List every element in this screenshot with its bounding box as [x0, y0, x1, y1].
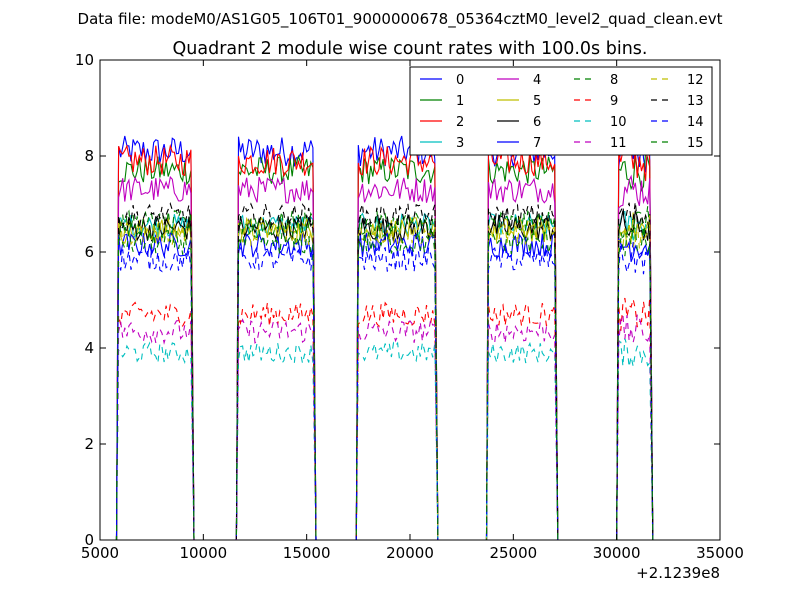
series-line-6 — [114, 210, 654, 540]
legend-label-12: 12 — [687, 73, 704, 88]
y-tick-label: 10 — [75, 51, 94, 69]
series-line-13 — [114, 201, 654, 540]
x-tick-label: 25000 — [489, 544, 537, 562]
series-line-14 — [114, 241, 654, 540]
x-tick-label: 35000 — [696, 544, 744, 562]
x-tick-label: 30000 — [593, 544, 641, 562]
legend-label-11: 11 — [610, 136, 627, 151]
x-tick-label: 10000 — [179, 544, 227, 562]
legend-label-15: 15 — [687, 136, 704, 151]
series-layer — [114, 130, 654, 540]
series-line-0 — [114, 130, 654, 540]
legend-label-1: 1 — [456, 94, 464, 109]
chart-title: Quadrant 2 module wise count rates with … — [173, 39, 648, 59]
legend-label-10: 10 — [610, 115, 627, 130]
legend-label-5: 5 — [533, 94, 541, 109]
legend-label-3: 3 — [456, 136, 464, 151]
series-line-7 — [114, 232, 654, 540]
series-line-2 — [114, 140, 654, 540]
series-line-8 — [114, 206, 654, 540]
series-line-3 — [114, 210, 654, 540]
legend-label-7: 7 — [533, 136, 541, 151]
x-tick-label: 15000 — [283, 544, 331, 562]
x-offset-label: +2.1239e8 — [636, 564, 720, 582]
series-line-4 — [114, 174, 654, 540]
legend-label-8: 8 — [610, 73, 618, 88]
legend-frame — [409, 66, 713, 156]
series-line-15 — [114, 223, 654, 540]
series-line-10 — [114, 338, 654, 540]
suptitle: Data file: modeM0/AS1G05_106T01_90000006… — [78, 10, 723, 29]
series-line-5 — [114, 212, 654, 540]
legend-label-13: 13 — [687, 94, 704, 109]
x-tick-label: 5000 — [81, 544, 119, 562]
x-tick-label: 20000 — [386, 544, 434, 562]
x-axis: 5000 10000 15000 20000 25000 30000 35000 — [81, 60, 744, 562]
legend-label-2: 2 — [456, 115, 464, 130]
series-line-11 — [114, 312, 654, 540]
y-tick-label: 2 — [84, 435, 94, 453]
y-tick-label: 0 — [84, 531, 94, 549]
series-line-12 — [114, 215, 654, 540]
legend-label-0: 0 — [456, 73, 464, 88]
y-tick-label: 6 — [84, 243, 94, 261]
legend-label-9: 9 — [610, 94, 618, 109]
legend-label-14: 14 — [687, 115, 704, 130]
legend-label-6: 6 — [533, 115, 541, 130]
series-line-9 — [114, 297, 654, 540]
legend-label-4: 4 — [533, 73, 541, 88]
y-tick-label: 4 — [84, 339, 94, 357]
y-tick-label: 8 — [84, 147, 94, 165]
